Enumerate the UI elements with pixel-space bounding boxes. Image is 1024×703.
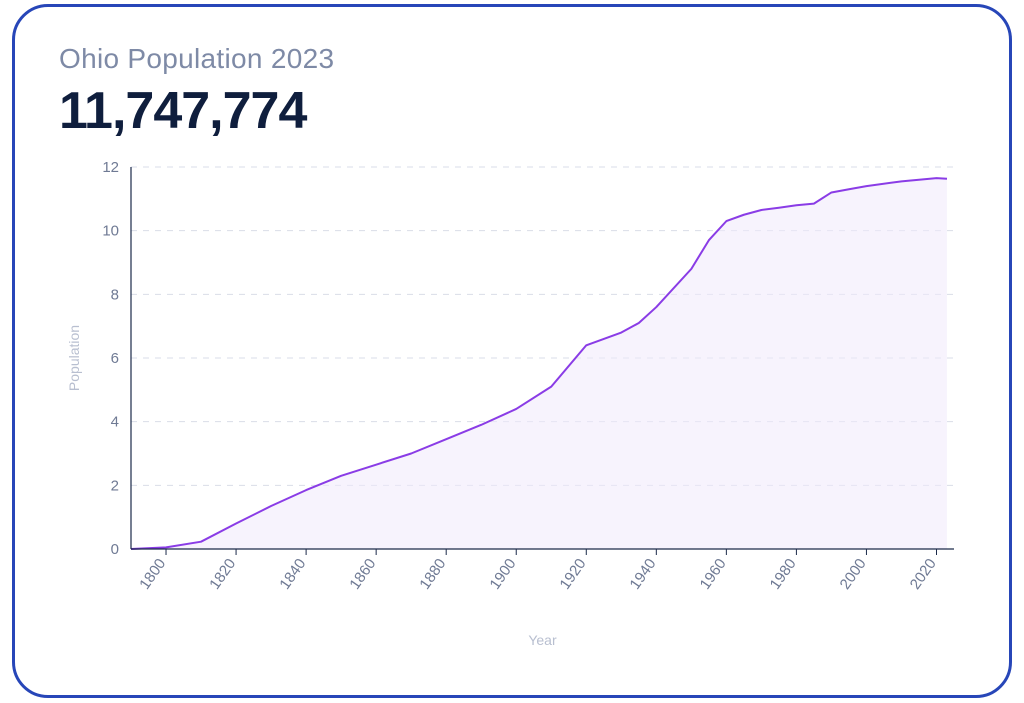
y-axis-title: Population <box>66 325 82 391</box>
y-tick-label: 4 <box>111 414 119 431</box>
x-tick-label: 2000 <box>837 556 870 593</box>
x-tick-label: 1940 <box>627 556 660 593</box>
population-card: Ohio Population 2023 11,747,774 0 2 4 6 8 10 1… <box>12 4 1012 698</box>
y-tick-label: 10 <box>102 223 119 240</box>
y-tick-label: 8 <box>111 286 119 303</box>
y-tick-label: 6 <box>111 350 119 367</box>
x-tick-label: 1980 <box>767 556 800 593</box>
area-chart-svg: 0 2 4 6 8 10 12 1800 1820 1840 1860 1880 1900 1920 194… <box>59 159 964 659</box>
card-subtitle: Ohio Population 2023 <box>59 43 965 75</box>
x-tick-label: 1860 <box>346 556 379 593</box>
population-value: 11,747,774 <box>59 81 965 141</box>
x-tick-label: 1820 <box>206 556 239 593</box>
x-tick-label: 1880 <box>416 556 449 593</box>
x-tick-label: 1840 <box>276 556 309 593</box>
area-fill <box>131 178 947 549</box>
population-chart: 0 2 4 6 8 10 12 1800 1820 1840 1860 1880 1900 1920 194… <box>59 159 965 659</box>
x-axis-title: Year <box>528 632 557 648</box>
x-tick-label: 2020 <box>907 556 940 593</box>
y-tick-label: 2 <box>111 477 119 494</box>
y-tick-label: 12 <box>102 159 119 176</box>
x-tick-label: 1800 <box>136 556 169 593</box>
x-tick-label: 1960 <box>697 556 730 593</box>
y-tick-label: 0 <box>111 541 119 558</box>
x-tick-label: 1900 <box>486 556 519 593</box>
x-tick-label: 1920 <box>556 556 589 593</box>
